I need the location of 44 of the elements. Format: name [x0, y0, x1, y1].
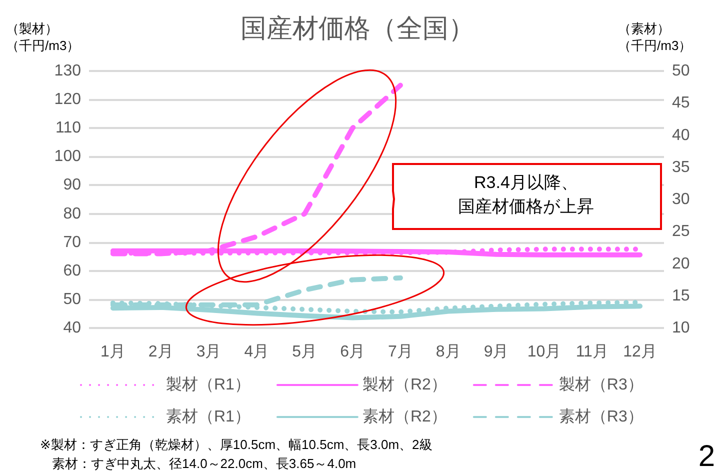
text: 素材：すぎ中丸太、径14.0～22.0cm、長3.65～4.0m — [52, 455, 356, 473]
x-tick-label: 6月 — [340, 344, 365, 360]
legend-label: 製材（R2） — [362, 376, 447, 394]
y2-axis-title: （素材）（千円/m3） — [618, 20, 693, 54]
y2-tick-label: 10 — [672, 320, 690, 336]
chart-title: 国産材価格（全国） — [240, 13, 474, 43]
x-tick-label: 4月 — [244, 344, 270, 360]
y2-tick-label: 25 — [672, 223, 690, 240]
x-tick-label: 9月 — [484, 344, 509, 360]
y2-tick-label: 35 — [672, 158, 690, 176]
y-tick-label: 130 — [54, 62, 82, 80]
y-tick-label: 60 — [63, 262, 82, 280]
y2-tick-label: 15 — [672, 287, 690, 304]
y2-tick-label: 20 — [672, 255, 690, 272]
x-tick-label: 1月 — [100, 344, 126, 360]
y2-tick-label: 40 — [672, 126, 690, 144]
y-tick-label: 90 — [63, 176, 82, 194]
y-tick-label: 40 — [63, 320, 82, 336]
annotation: R3.4月以降、国産材価格が上昇 — [458, 172, 594, 218]
x-tick-label: 5月 — [292, 344, 318, 360]
x-tick-label: 11月 — [576, 344, 608, 360]
y-tick-label: 70 — [63, 234, 82, 251]
y-tick-label: 80 — [63, 205, 82, 222]
legend-label: 素材（R3） — [558, 408, 644, 426]
x-tick-label: 8月 — [436, 344, 461, 360]
y2-tick-label: 50 — [672, 62, 690, 80]
x-tick-label: 3月 — [196, 344, 222, 360]
y-tick-label: 110 — [55, 120, 82, 137]
y-tick-label: 120 — [54, 91, 82, 108]
legend-label: 製材（R1） — [166, 376, 250, 394]
legend-label: 製材（R3） — [558, 376, 644, 394]
y2-tick-label: 45 — [672, 94, 690, 112]
text: ※製材：すぎ正角（乾燥材）、厚10.5cm、幅10.5cm、長3.0m、2級 — [40, 436, 432, 454]
x-tick-label: 7月 — [388, 344, 413, 360]
x-tick-label: 2月 — [148, 344, 174, 360]
y2-tick-label: 30 — [672, 191, 690, 208]
x-tick-label: 10月 — [527, 344, 562, 360]
legend-label: 素材（R2） — [362, 408, 447, 426]
y-tick-label: 50 — [63, 290, 82, 308]
y-axis-title: （製材）（千円/m3） — [6, 20, 81, 54]
y-tick-label: 100 — [54, 148, 82, 166]
legend-label: 素材（R1） — [166, 408, 250, 426]
text: 2 — [698, 440, 715, 474]
x-tick-label: 12月 — [623, 344, 657, 360]
